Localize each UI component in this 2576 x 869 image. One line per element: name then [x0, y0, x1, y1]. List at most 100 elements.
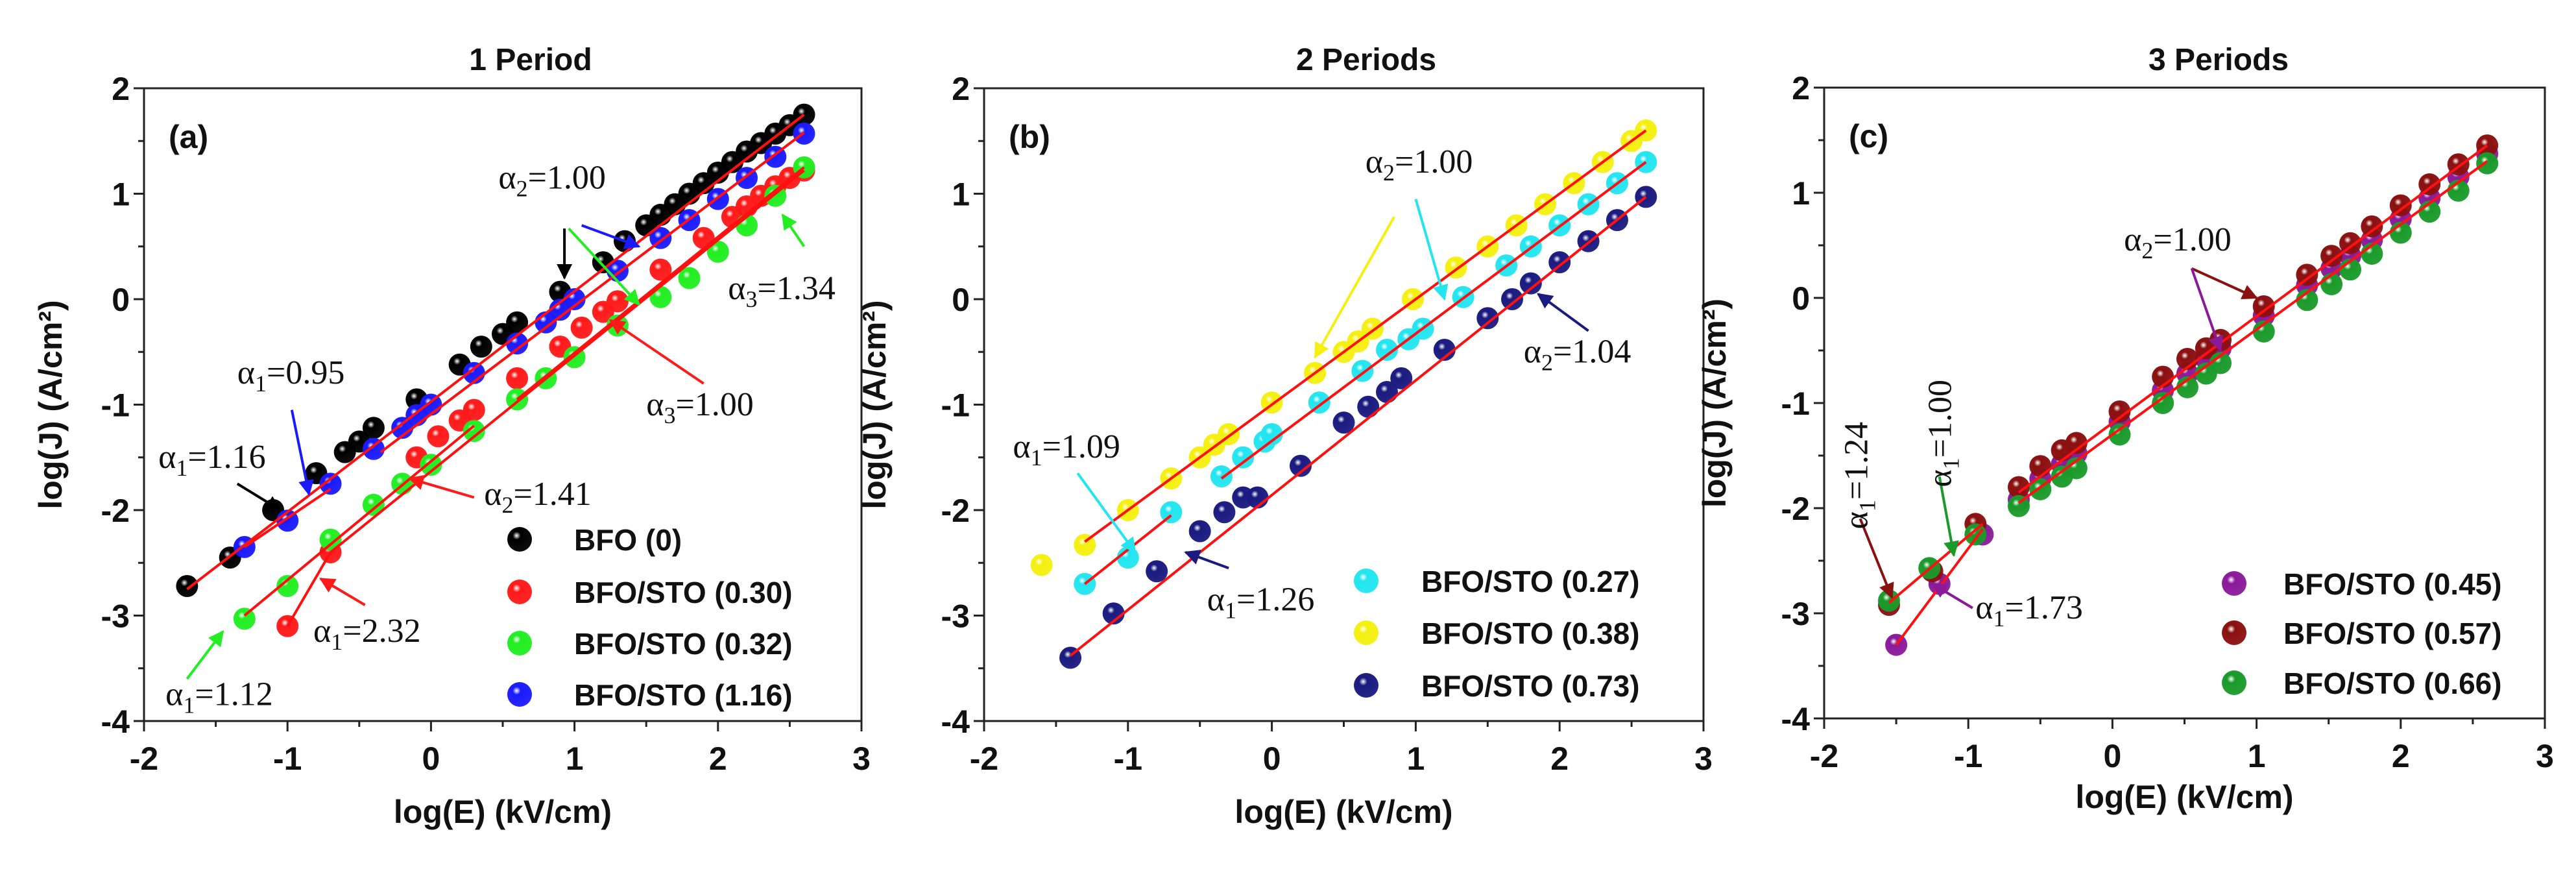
annotation-value: =0.95	[267, 354, 344, 391]
x-tick-label: 0	[1263, 740, 1281, 777]
fit-line	[2017, 144, 2488, 494]
annotation-value: =1.73	[2005, 589, 2083, 626]
annotation-arrow	[581, 224, 641, 249]
x-tick-label: -1	[1114, 740, 1142, 777]
annotation-value: =1.00	[1395, 143, 1473, 180]
fit-line	[286, 551, 332, 627]
annotation-arrow	[1938, 476, 1959, 557]
y-tick-label: 1	[952, 177, 970, 213]
annotation-label: α2=1.00	[1366, 143, 1473, 186]
data-point-bfo-sto-0-73-	[1476, 307, 1499, 330]
annotation-value: =1.24	[1838, 422, 1875, 500]
annotation-label: α1=1.09	[1013, 428, 1120, 471]
annotation-arrow	[1314, 216, 1395, 359]
annotation-symbol: α	[728, 270, 745, 307]
data-point-bfo-sto-0-38-	[1030, 554, 1053, 576]
x-tick-label: -2	[970, 740, 998, 777]
x-tick-label: 0	[2103, 738, 2121, 774]
annotation-symbol: α	[1207, 581, 1225, 618]
annotation-subscript: 1	[1031, 445, 1042, 471]
data-point-bfo-sto-0-73-	[1501, 288, 1524, 310]
annotation-arrow	[781, 214, 806, 247]
data-point-bfo-sto-0-27-	[1160, 501, 1183, 524]
y-tick-label: -2	[941, 493, 970, 529]
data-point-bfo-sto-0-57-	[2108, 400, 2131, 422]
legend-marker	[507, 682, 532, 707]
legend-label: BFO (0)	[574, 523, 682, 557]
annotation-value: =1.00	[528, 159, 606, 196]
data-point-bfo-sto-0-27-	[1232, 446, 1255, 469]
fit-line	[243, 424, 475, 617]
annotation-value: =1.41	[513, 476, 591, 513]
annotation-value: =1.16	[187, 439, 265, 476]
x-tick-label: 1	[1406, 740, 1425, 777]
x-axis-label: log(E) (kV/cm)	[1234, 794, 1452, 830]
fit-line	[1084, 129, 1647, 543]
annotation-subscript: 1	[1225, 597, 1236, 623]
data-point-bfo-0-	[506, 311, 529, 334]
chart-title: 2 Periods	[1296, 43, 1436, 77]
data-point-bfo-sto-0-32-	[276, 575, 299, 597]
data-point-bfo-sto-1-16-	[319, 472, 342, 495]
y-tick-label: -3	[941, 598, 970, 635]
data-point-bfo-sto-0-32-	[463, 420, 485, 443]
annotation-subscript: 2	[516, 175, 528, 201]
annotation-symbol: α	[237, 354, 255, 391]
data-point-bfo-sto-0-66-	[2065, 457, 2088, 480]
annotation-symbol: α	[165, 676, 183, 713]
annotation-label: α2=1.00	[498, 159, 606, 201]
panel-label: (c)	[1849, 118, 1888, 154]
y-axis-label: log(J) (A/cm²)	[856, 300, 893, 509]
annotation-value: =1.09	[1042, 428, 1120, 465]
annotation-symbol: α	[1366, 143, 1383, 180]
x-tick-label: 2	[1550, 740, 1569, 777]
x-tick-label: 1	[566, 740, 584, 777]
annotation-subscript: 2	[1541, 350, 1553, 376]
annotation-symbol: α	[1838, 511, 1875, 529]
data-point-bfo-sto-1-16-	[391, 417, 414, 439]
y-tick-label: -4	[1781, 701, 1811, 737]
data-point-bfo-sto-0-57-	[2065, 432, 2088, 454]
annotation-symbol: α	[1013, 428, 1030, 465]
chart-title: 3 Periods	[2149, 43, 2289, 77]
annotation-symbol: α	[1524, 334, 1541, 371]
data-point-bfo-sto-0-66-	[2296, 289, 2318, 312]
chart-panel-c: -2 -1 0 1 2 3 2 1 0 -1 -2 -3 -4 3 Periods log(E) (kV/c…	[1696, 43, 2554, 815]
data-point-bfo-sto-0-57-	[2320, 245, 2343, 267]
y-tick-label: 0	[112, 282, 130, 318]
annotation-label: α2=1.41	[484, 476, 592, 518]
annotation-label: α1=1.16	[158, 439, 266, 481]
annotation-label: α1=1.26	[1207, 581, 1315, 623]
y-tick-label: -2	[101, 493, 130, 529]
y-tick-label: -3	[1781, 596, 1810, 632]
y-tick-label: -2	[1781, 491, 1810, 527]
annotation-symbol: α	[646, 386, 664, 423]
data-point-bfo-sto-0-57-	[2007, 476, 2030, 498]
annotation-symbol: α	[313, 613, 331, 650]
legend-label: BFO/STO (1.16)	[574, 678, 793, 712]
annotation-value: =1.00	[2153, 221, 2231, 258]
annotation-arrow	[186, 630, 224, 680]
data-point-bfo-sto-0-66-	[2476, 152, 2499, 175]
x-tick-label: 3	[1694, 740, 1713, 777]
fit-line	[1220, 161, 1647, 480]
y-tick-label: 2	[952, 71, 970, 107]
annotation-label: α3=1.34	[728, 270, 836, 312]
data-point-bfo-sto-0-57-	[2252, 295, 2275, 317]
annotation-label: α1=1.24	[1838, 422, 1881, 530]
data-point-bfo-sto-1-16-	[563, 288, 586, 310]
annotation-arrow	[1859, 518, 1894, 599]
annotation-label: α2=1.00	[2124, 221, 2232, 263]
data-point-bfo-sto-0-57-	[2361, 215, 2383, 238]
annotation-subscript: 1	[183, 692, 195, 718]
annotation-subscript: 1	[255, 371, 267, 397]
y-axis-label: log(J) (A/cm²)	[32, 300, 69, 509]
data-point-bfo-sto-0-73-	[1548, 251, 1571, 274]
data-point-bfo-sto-0-66-	[2176, 376, 2198, 398]
legend-marker	[2222, 620, 2246, 645]
data-point-bfo-sto-0-73-	[1519, 272, 1542, 295]
x-tick-label: 0	[422, 740, 440, 777]
legend: BFO (0) BFO/STO (0.30) BFO/STO (0.32) BFO/S…	[507, 523, 793, 712]
data-point-bfo-sto-0-30-	[506, 367, 529, 389]
